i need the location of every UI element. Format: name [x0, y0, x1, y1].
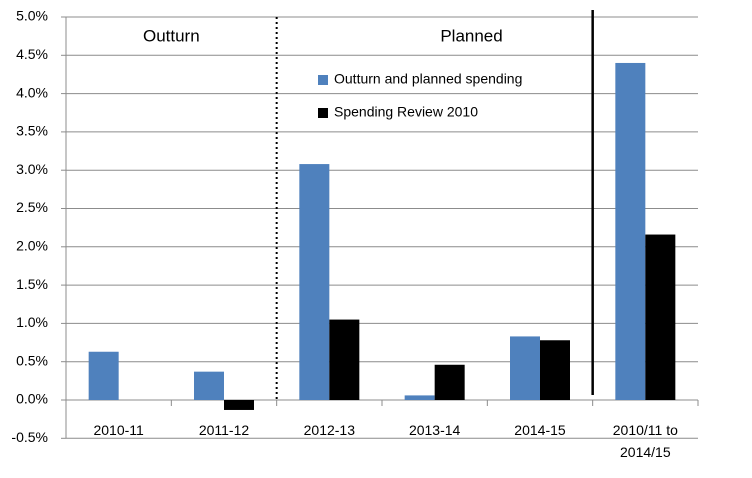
- y-tick-label: 5.0%: [16, 8, 48, 24]
- y-tick-label: 3.0%: [16, 161, 48, 177]
- bar: [224, 400, 254, 410]
- bar: [434, 364, 465, 400]
- y-tick-label: 2.0%: [16, 238, 48, 254]
- bar: [540, 340, 570, 400]
- x-tick-label: 2011-12: [198, 422, 250, 438]
- bar: [645, 234, 676, 400]
- bar: [88, 351, 119, 400]
- x-tick-label: 2010/11 to 2014/15: [612, 422, 678, 460]
- y-tick-label: 1.5%: [16, 276, 48, 292]
- legend-swatch: [318, 108, 328, 118]
- y-tick-label: 4.5%: [16, 46, 48, 62]
- bar: [194, 371, 224, 400]
- y-tick-label: 2.5%: [16, 199, 48, 215]
- annotation: Planned: [440, 26, 502, 45]
- annotation: Outturn: [143, 26, 200, 45]
- x-tick-label: 2010-11: [93, 422, 144, 438]
- x-tick-label: 2012-13: [303, 422, 356, 438]
- legend-swatch: [318, 75, 328, 85]
- legend-label: Spending Review 2010: [334, 104, 478, 120]
- y-tick-label: 4.0%: [16, 84, 48, 100]
- bar: [510, 336, 540, 400]
- bar: [329, 319, 360, 400]
- bar: [404, 395, 435, 400]
- y-tick-label: -0.5%: [11, 429, 48, 445]
- bar: [299, 164, 330, 400]
- legend-label: Outturn and planned spending: [334, 71, 522, 87]
- y-tick-label: 0.5%: [16, 352, 48, 368]
- x-tick-label: 2013-14: [408, 422, 461, 438]
- bar: [615, 62, 646, 401]
- x-tick-label: 2014-15: [514, 422, 566, 438]
- y-tick-label: 3.5%: [16, 123, 48, 139]
- y-tick-label: 0.0%: [16, 391, 48, 407]
- y-tick-label: 1.0%: [16, 314, 48, 330]
